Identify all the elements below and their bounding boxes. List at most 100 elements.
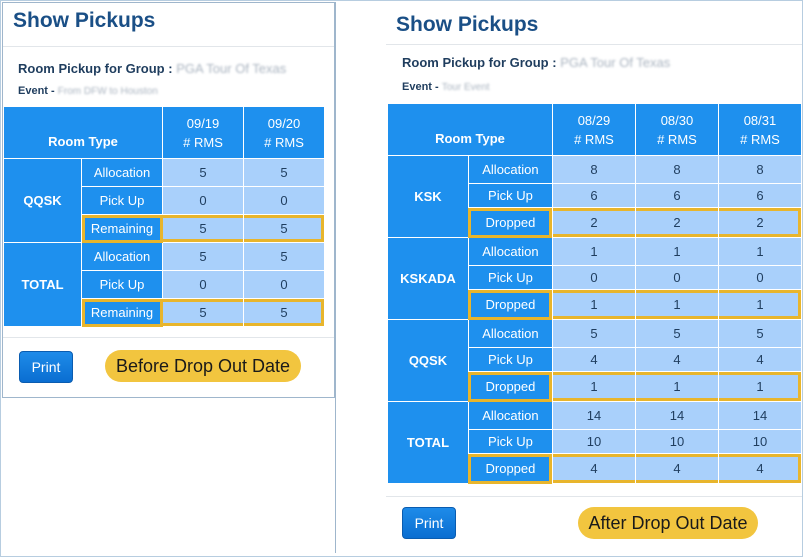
print-button[interactable]: Print [19, 351, 73, 383]
row-label: Pick Up [467, 429, 553, 454]
header-date: 09/20 # RMS [243, 106, 326, 159]
value-cell: 5 [162, 298, 245, 327]
value-cell: 8 [634, 155, 719, 184]
left-panel-before: Show Pickups Room Pickup for Group : PGA… [2, 2, 335, 398]
divider [386, 496, 802, 497]
value-cell: 14 [634, 401, 719, 430]
event-label: Event - [402, 81, 439, 93]
annotation-after-drop-out: After Drop Out Date [578, 507, 758, 539]
value-cell: 4 [634, 453, 719, 484]
value-cell: 0 [243, 270, 326, 299]
pickup-table: Room Type 09/19 # RMS 09/20 # RMS QQSK All… [2, 106, 326, 327]
divider [3, 337, 334, 338]
value-cell: 0 [243, 186, 326, 215]
divider [3, 46, 334, 47]
row-label-highlighted: Dropped [467, 453, 553, 484]
value-cell: 4 [717, 347, 803, 372]
header-date: 08/29 # RMS [551, 103, 636, 156]
value-cell: 0 [717, 265, 803, 290]
row-label: Pick Up [80, 186, 164, 215]
divider [386, 44, 802, 45]
group-label: Room Pickup for Group : [18, 61, 173, 76]
value-cell: 1 [634, 371, 719, 402]
value-cell: 8 [551, 155, 636, 184]
value-cell: 1 [717, 237, 803, 266]
row-label: Allocation [80, 242, 164, 271]
annotation-before-drop-out: Before Drop Out Date [105, 350, 301, 382]
event-line: Event - Tour Event [402, 81, 490, 93]
row-label: Pick Up [467, 265, 553, 290]
value-cell: 2 [717, 207, 803, 238]
group-line: Room Pickup for Group : PGA Tour Of Texa… [18, 61, 286, 76]
value-cell: 5 [717, 319, 803, 348]
page-title: Show Pickups [13, 9, 156, 32]
print-button[interactable]: Print [402, 507, 456, 539]
value-cell: 1 [634, 289, 719, 320]
value-cell: 5 [243, 214, 326, 243]
value-cell: 5 [243, 158, 326, 187]
value-cell: 4 [634, 347, 719, 372]
header-room-type: Room Type [387, 103, 553, 156]
room-type-cell: TOTAL [3, 242, 82, 327]
value-cell: 1 [551, 289, 636, 320]
row-label-highlighted: Remaining [80, 298, 164, 327]
value-cell: 2 [634, 207, 719, 238]
value-cell: 0 [162, 186, 245, 215]
row-label: Pick Up [467, 347, 553, 372]
row-label-highlighted: Remaining [80, 214, 164, 243]
value-cell: 10 [551, 429, 636, 454]
value-cell: 1 [634, 237, 719, 266]
value-cell: 4 [551, 347, 636, 372]
header-date: 08/31 # RMS [717, 103, 803, 156]
event-label: Event - [18, 85, 55, 97]
value-cell: 0 [162, 270, 245, 299]
row-label: Allocation [80, 158, 164, 187]
row-label: Allocation [467, 319, 553, 348]
value-cell: 4 [717, 453, 803, 484]
group-line: Room Pickup for Group : PGA Tour Of Texa… [402, 55, 670, 70]
value-cell: 1 [717, 371, 803, 402]
value-cell: 5 [162, 158, 245, 187]
header-room-type: Room Type [2, 106, 164, 159]
event-value: From DFW to Houston [57, 86, 158, 97]
header-date: 08/30 # RMS [634, 103, 719, 156]
row-label-highlighted: Dropped [467, 371, 553, 402]
row-label: Allocation [467, 401, 553, 430]
room-type-cell: KSKADA [387, 237, 469, 320]
value-cell: 1 [717, 289, 803, 320]
value-cell: 5 [551, 319, 636, 348]
row-label: Allocation [467, 155, 553, 184]
event-value: Tour Event [441, 82, 490, 93]
value-cell: 2 [551, 207, 636, 238]
value-cell: 10 [634, 429, 719, 454]
room-type-cell: QQSK [387, 319, 469, 402]
value-cell: 14 [551, 401, 636, 430]
group-value: PGA Tour Of Texas [560, 55, 671, 70]
value-cell: 1 [551, 237, 636, 266]
value-cell: 4 [551, 453, 636, 484]
event-line: Event - From DFW to Houston [18, 85, 158, 97]
group-value: PGA Tour Of Texas [176, 61, 287, 76]
value-cell: 0 [551, 265, 636, 290]
row-label-highlighted: Dropped [467, 289, 553, 320]
row-label: Pick Up [80, 270, 164, 299]
room-type-cell: KSK [387, 155, 469, 238]
row-label: Allocation [467, 237, 553, 266]
row-label: Pick Up [467, 183, 553, 208]
value-cell: 14 [717, 401, 803, 430]
value-cell: 8 [717, 155, 803, 184]
value-cell: 5 [162, 242, 245, 271]
right-panel-after: Show Pickups Room Pickup for Group : PGA… [335, 2, 803, 553]
value-cell: 5 [634, 319, 719, 348]
value-cell: 5 [243, 242, 326, 271]
value-cell: 6 [634, 183, 719, 208]
value-cell: 6 [717, 183, 803, 208]
row-label-highlighted: Dropped [467, 207, 553, 238]
room-type-cell: TOTAL [387, 401, 469, 484]
value-cell: 5 [162, 214, 245, 243]
room-type-cell: QQSK [3, 158, 82, 243]
value-cell: 6 [551, 183, 636, 208]
page-title: Show Pickups [396, 13, 539, 36]
header-date: 09/19 # RMS [162, 106, 245, 159]
value-cell: 0 [634, 265, 719, 290]
